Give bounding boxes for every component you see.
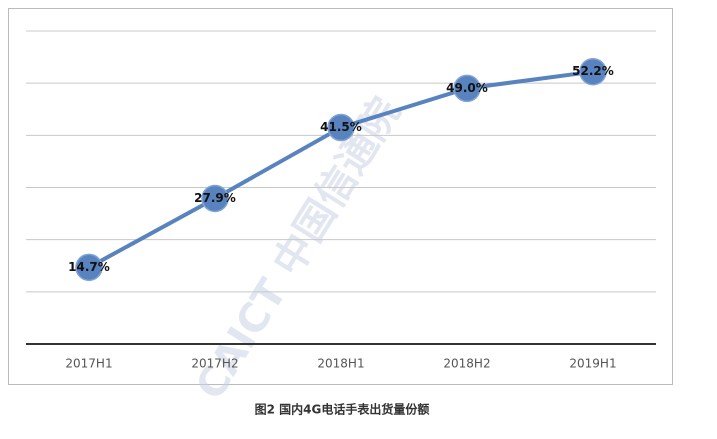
chart-frame [8,8,673,385]
point-marker [453,74,481,103]
value-label: 14.7% [68,260,110,274]
x-tick-label: 2018H1 [317,357,364,371]
value-label: 27.9% [194,191,236,205]
value-label: 52.2% [572,64,614,78]
value-label: 41.5% [320,120,362,134]
caption: 图2 国内4G电话手表出货量份额 [255,402,430,417]
point-marker [327,113,355,142]
point-marker [201,184,229,213]
x-tick-label: 2018H2 [443,357,490,371]
x-tick-label: 2017H1 [65,357,112,371]
point-marker [579,57,607,86]
x-tick-label: 2019H1 [569,357,616,371]
value-label: 49.0% [446,81,488,95]
point-marker [75,253,103,282]
x-tick-label: 2017H2 [191,357,238,371]
